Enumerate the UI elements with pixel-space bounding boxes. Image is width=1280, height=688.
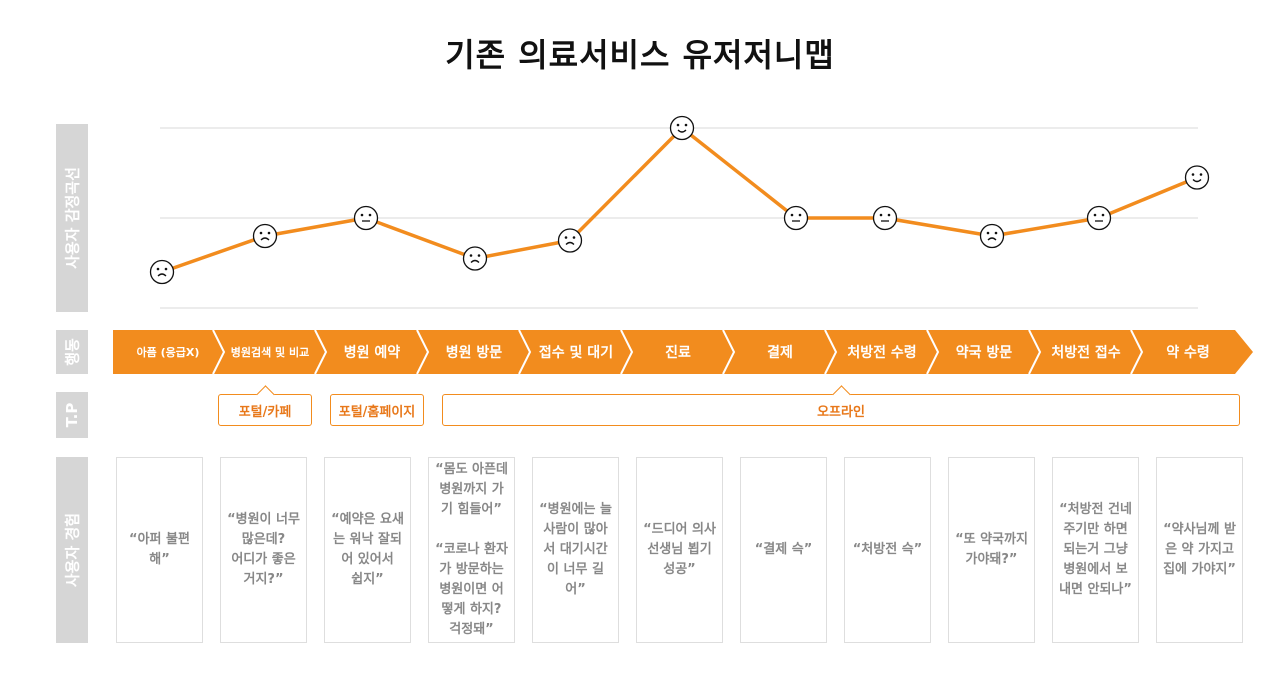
chevron-divider [926,330,940,374]
action-step: 병원검색 및 비교 [230,346,310,359]
action-step: 처방전 접수 [1051,345,1121,361]
action-step: 처방전 수령 [847,345,917,361]
touchpoint-portal-cafe-label: 포털/카페 [238,404,292,420]
experience-card: “처방전 건네 주기만 하면 되는거 그냥 병원에서 보 내면 안되나” [1052,457,1139,643]
action-step: 결제 [767,345,793,361]
sad-face-icon [557,228,583,253]
neutral-face-icon [1086,205,1112,231]
action-step: 아픔 (응급X) [136,346,200,359]
action-arrow-band [113,330,1253,374]
action-step: 병원 방문 [445,345,503,361]
neutral-face-icon [783,205,809,231]
sad-face-icon [462,246,488,271]
experience-card: “또 약국까지 가야돼?” [948,457,1035,643]
neutral-face-icon [353,205,379,231]
touchpoint-portal-homepage: 포털/홈페이지 [330,394,424,426]
action-band [113,330,1253,374]
action-step: 진료 [665,345,691,361]
experience-card: “결제 슥” [740,457,827,643]
action-step: 약 수령 [1166,345,1210,361]
chevron-divider [212,330,226,374]
chevron-divider [824,330,838,374]
chevron-divider [416,330,430,374]
touchpoint-offline: 오프라인 [442,394,1240,426]
chevron-divider [1028,330,1042,374]
action-flow: 아픔 (응급X) 병원검색 및 비교 병원 예약 병원 방문 접수 및 대기 진료 결제 처방… [113,330,1253,374]
chevron-divider [722,330,736,374]
emotion-curve-chart [149,115,1210,309]
touchpoint-offline-label: 오프라인 [817,404,865,420]
page-title: 기존 의료서비스 유저저니맵 [445,36,835,74]
chevron-divider [314,330,328,374]
touchpoint-label: T.P [56,392,88,438]
sad-face-icon [979,223,1005,249]
action-step: 접수 및 대기 [538,345,614,361]
chevron-divider [1130,330,1144,374]
action-label-text: 행동 [63,338,82,366]
experience-card: “드디어 의사 선생님 뵙기 성공” [636,457,723,643]
emotion-line [161,126,1198,274]
experience-card: “아퍼 불편 해” [116,457,203,643]
experience-label-text: 사용자 경험 [63,512,82,588]
touchpoint-portal-homepage-label: 포털/홈페이지 [338,404,416,420]
chevron-divider [620,330,634,374]
experience-card: “예약은 요새 는 워낙 잘되 어 있어서 쉽지” [324,457,411,643]
experience-card: “병원이 너무 많은데? 어디가 좋은 거지?” [220,457,307,643]
neutral-face-icon [872,205,898,231]
sad-face-icon [252,223,278,249]
touchpoint-label-text: T.P [63,402,81,428]
experience-label: 사용자 경험 [56,457,88,643]
happy-face-icon [1184,165,1210,190]
action-label: 행동 [56,330,88,374]
experience-card: “몸도 아픈데 병원까지 가 기 힘들어” “코로나 환자 가 방문하는 병원이… [428,457,515,643]
experience-card: “병원에는 늘 사람이 많아 서 대기시간 이 너무 길어” [532,457,619,643]
chevron-divider [518,330,532,374]
happy-face-icon [669,115,695,141]
emotion-curve-label: 사용자 감정곡선 [56,124,88,312]
experience-card: “약사님께 받 은 약 가지고 집에 가야지” [1156,457,1243,643]
action-step: 약국 방문 [955,345,1013,361]
sad-face-icon [149,259,175,285]
experience-card: “처방전 슥” [844,457,931,643]
action-step: 병원 예약 [343,345,401,361]
